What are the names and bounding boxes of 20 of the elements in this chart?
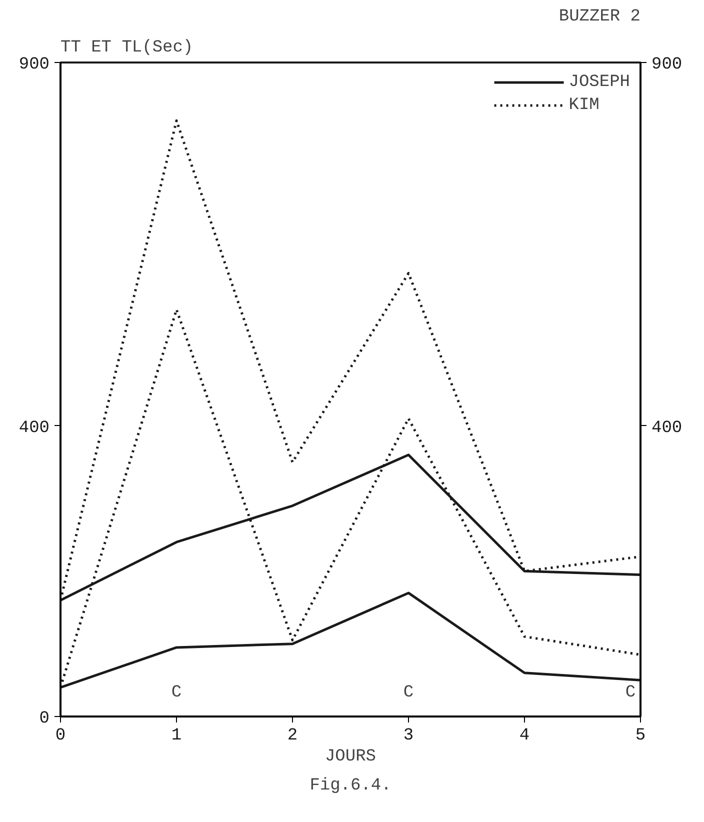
caption: Fig.6.4.: [310, 776, 392, 796]
y-axis-title: TT ET TL(Sec): [60, 38, 194, 58]
x-tick-label: 3: [403, 726, 414, 746]
x-tick-label: 5: [635, 726, 646, 746]
y2-tick-label: 900: [652, 56, 682, 74]
y-tick-label: 400: [18, 418, 50, 438]
x-tick-label: 4: [519, 726, 530, 746]
legend-label: JOSEPH: [568, 72, 630, 92]
x-axis-title: JOURS: [324, 748, 376, 766]
annotation: C: [171, 684, 182, 702]
x-tick-label: 2: [287, 726, 298, 746]
y-tick-label: 0: [39, 710, 50, 728]
x-tick-label: 1: [171, 726, 182, 746]
annotation: C: [625, 684, 636, 702]
x-tick-label: 0: [55, 726, 66, 746]
chart-title: BUZZER 2: [558, 8, 641, 26]
y-tick-label: 900: [18, 56, 50, 74]
legend-label: KIM: [568, 96, 600, 114]
annotation: C: [403, 684, 414, 702]
y2-tick-label: 400: [652, 418, 682, 438]
